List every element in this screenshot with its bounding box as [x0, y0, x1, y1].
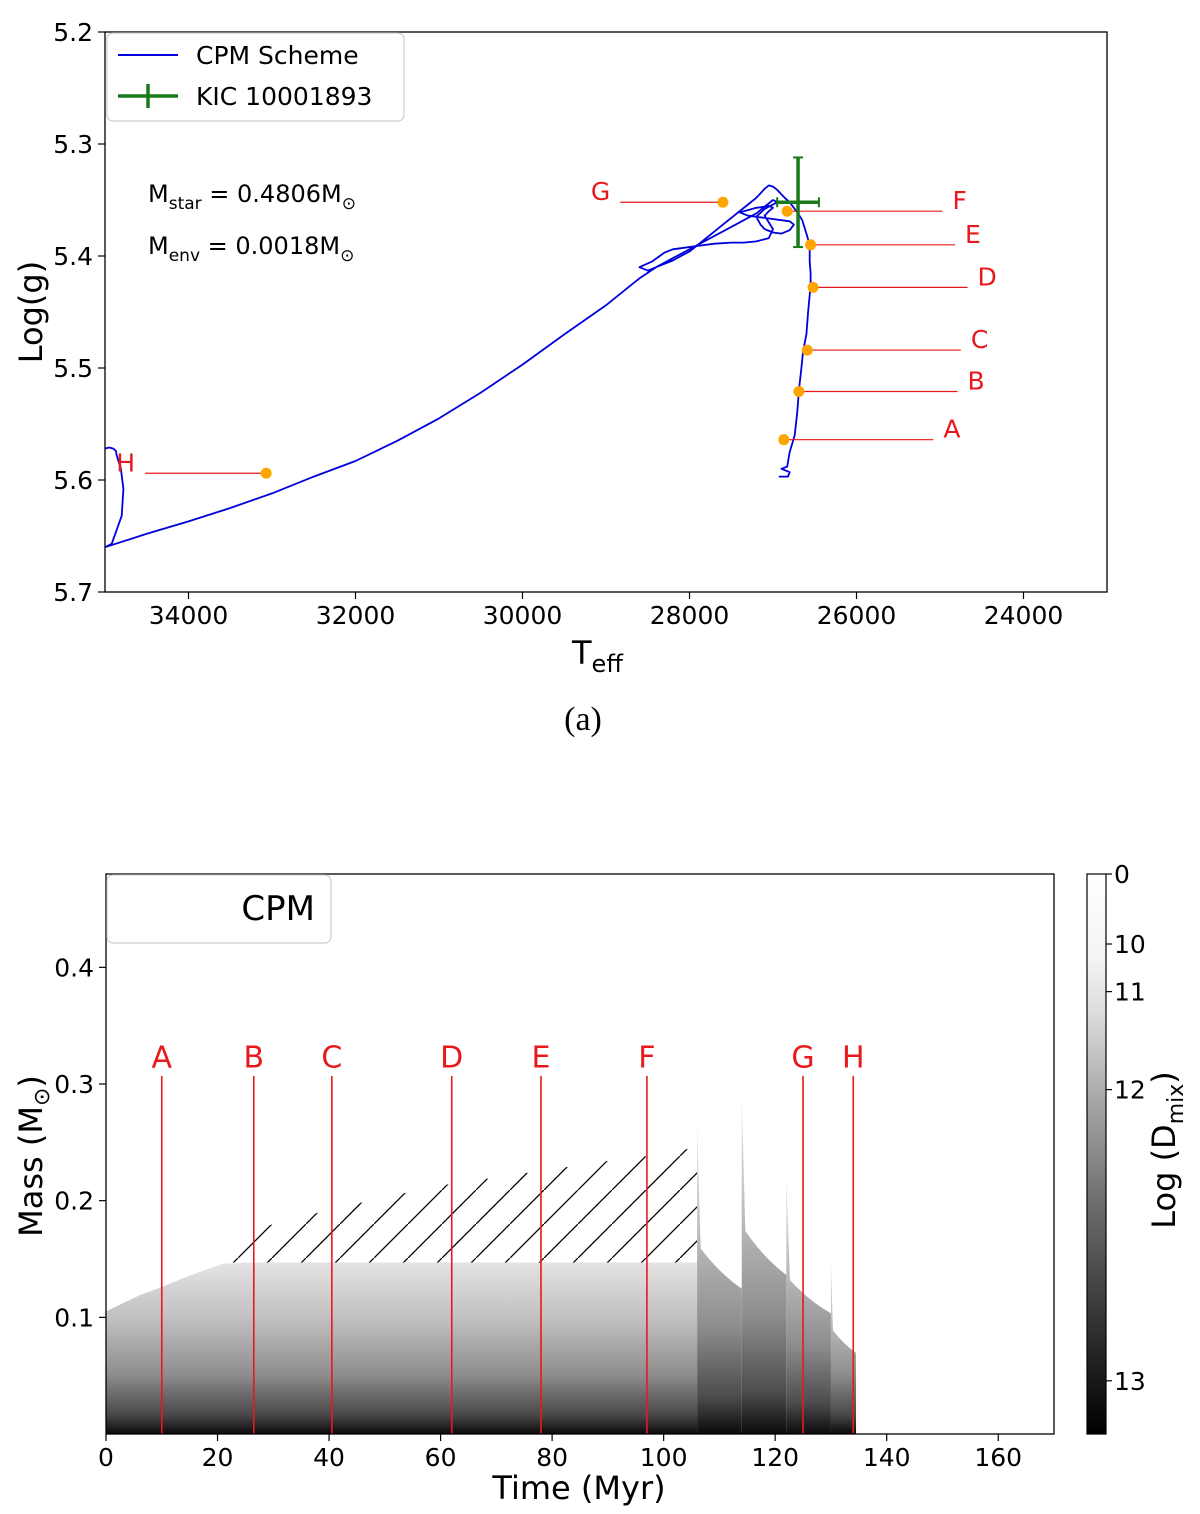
convective-core-region [106, 1262, 698, 1434]
colorbar-tick-label: 13 [1114, 1367, 1146, 1396]
hr-x-tick-label: 32000 [316, 601, 396, 630]
time-marker-label-b: B [243, 1041, 264, 1076]
marker-point-f [781, 205, 793, 217]
time-marker-label-e: E [531, 1041, 550, 1076]
hr-y-tick-label: 5.4 [53, 242, 93, 271]
kippenhahn-x-tick-label: 0 [98, 1443, 114, 1472]
evolutionary-track-line [105, 184, 812, 549]
mass-annotations: Mstar = 0.4806M⊙ Menv = 0.0018M⊙ [148, 180, 356, 266]
hr-y-tick-label: 5.7 [53, 578, 93, 607]
hr-plot-area: ABC DEF G H [105, 156, 997, 549]
core-breathing-pulse [697, 1124, 742, 1434]
marker-point-b [793, 386, 805, 398]
hr-x-axis-label: Teff [571, 634, 623, 678]
kippenhahn-x-tick-label: 140 [863, 1443, 911, 1472]
marker-label-f: F [953, 186, 967, 215]
hr-y-tick-label: 5.6 [53, 466, 93, 495]
kippenhahn-x-axis-label: Time (Myr) [491, 1469, 665, 1507]
mstar-annotation: Mstar = 0.4806M⊙ [148, 180, 356, 214]
marker-label-c: C [971, 325, 988, 354]
colorbar-tick-label: 11 [1114, 978, 1146, 1007]
kippenhahn-x-tick-label: 20 [202, 1443, 234, 1472]
time-marker-label-a: A [151, 1041, 172, 1076]
kippenhahn-x-tick-label: 60 [425, 1443, 457, 1472]
hr-axis-ticks: 34000 32000 30000 28000 26000 24000 5.2 5.3 5.4 5… [53, 18, 1063, 630]
kippenhahn-x-tick-label: 120 [751, 1443, 799, 1472]
hr-legend: CPM Scheme KIC 10001893 [106, 32, 405, 122]
kippenhahn-axis-ticks: 0 20 40 60 80 100 120 140 160 0.1 0.2 0.3 0.4 [54, 953, 1022, 1472]
hr-diagram-panel: ABC DEF G H 34000 32000 30000 28000 26000 24000 5… [12, 18, 1108, 738]
marker-label-a: A [943, 415, 960, 444]
hr-plot-frame [104, 31, 1108, 593]
hr-x-tick-label: 34000 [149, 601, 229, 630]
menv-annotation: Menv = 0.0018M⊙ [148, 232, 354, 266]
panel-a-caption: (a) [564, 701, 602, 738]
core-breathing-pulse [830, 1261, 857, 1434]
hr-y-tick-label: 5.3 [53, 130, 93, 159]
kippenhahn-y-tick-label: 0.4 [54, 953, 94, 982]
colorbar-gradient [1086, 873, 1107, 1435]
kippenhahn-y-tick-label: 0.2 [54, 1187, 94, 1216]
kippenhahn-x-tick-label: 40 [313, 1443, 345, 1472]
marker-label-h: H [116, 448, 135, 477]
hr-y-axis-label: Log(g) [12, 261, 50, 363]
marker-label-g: G [591, 177, 610, 206]
kippenhahn-y-tick-label: 0.3 [54, 1070, 94, 1099]
legend-box [106, 32, 405, 122]
marker-point-c [801, 344, 813, 356]
hatched-mixing-region [223, 1147, 698, 1263]
kippenhahn-plot-frame [105, 873, 1055, 1435]
time-marker-label-d: D [440, 1041, 463, 1076]
legend-kic-label: KIC 10001893 [196, 82, 372, 111]
kippenhahn-y-tick-label: 0.1 [54, 1303, 94, 1332]
marker-label-e: E [965, 220, 981, 249]
core-breathing-pulse [786, 1177, 831, 1434]
hr-y-tick-label: 5.5 [53, 354, 93, 383]
kippenhahn-legend: CPM [106, 874, 332, 944]
time-marker-label-h: H [842, 1041, 865, 1076]
cpm-legend-box [106, 874, 332, 944]
colorbar: 0 10 11 12 13 Log (Dmix) [1086, 860, 1189, 1435]
marker-point-g [717, 196, 729, 208]
time-marker-label-c: C [321, 1041, 342, 1076]
colorbar-tick-label: 0 [1114, 860, 1130, 889]
colorbar-ticks: 0 10 11 12 13 [1106, 860, 1146, 1396]
colorbar-label: Log (Dmix) [1145, 1071, 1189, 1229]
marker-label-d: D [978, 262, 997, 291]
core-breathing-pulse [741, 1095, 787, 1434]
marker-label-b: B [968, 367, 985, 396]
hr-x-tick-label: 30000 [483, 601, 563, 630]
cpm-legend-label: CPM [241, 889, 315, 929]
time-marker-label-g: G [791, 1041, 814, 1076]
legend-track-label: CPM Scheme [196, 41, 359, 70]
hr-x-tick-label: 24000 [984, 601, 1064, 630]
colorbar-tick-label: 12 [1114, 1076, 1146, 1105]
kippenhahn-x-tick-label: 100 [640, 1443, 688, 1472]
colorbar-tick-label: 10 [1114, 930, 1146, 959]
hr-x-tick-label: 28000 [650, 601, 730, 630]
hr-x-tick-label: 26000 [817, 601, 897, 630]
kippenhahn-x-tick-label: 80 [536, 1443, 568, 1472]
hr-y-tick-label: 5.2 [53, 18, 93, 47]
marker-point-d [807, 281, 819, 293]
kippenhahn-x-tick-label: 160 [974, 1443, 1022, 1472]
marker-point-h [260, 467, 272, 479]
marker-point-a [778, 434, 790, 446]
marker-point-e [805, 239, 817, 251]
kippenhahn-y-axis-label: Mass (M⊙) [12, 1075, 55, 1237]
time-marker-label-f: F [638, 1041, 655, 1076]
